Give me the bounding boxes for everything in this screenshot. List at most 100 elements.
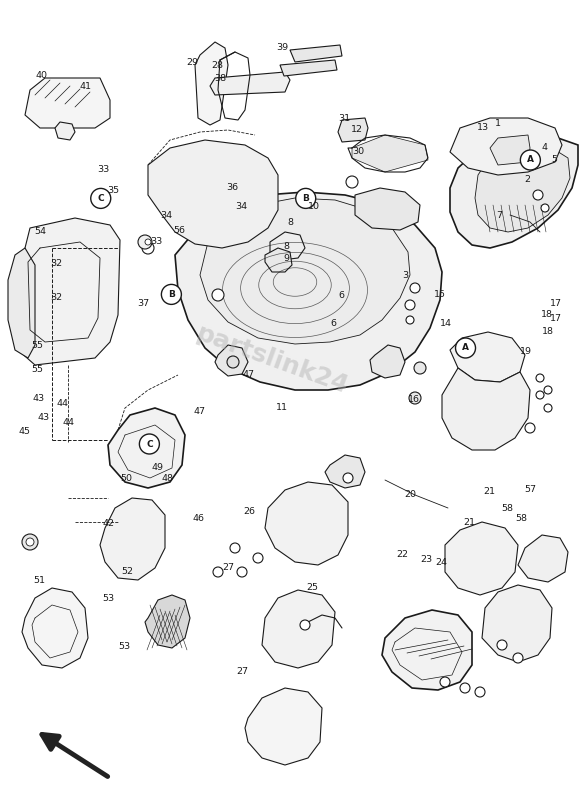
Circle shape [300, 620, 310, 630]
Circle shape [544, 386, 552, 394]
Polygon shape [22, 588, 88, 668]
Text: 21: 21 [463, 518, 475, 527]
Text: 48: 48 [162, 474, 174, 483]
Polygon shape [445, 522, 518, 595]
Text: 22: 22 [396, 550, 408, 559]
Circle shape [513, 653, 523, 663]
Text: 34: 34 [235, 202, 247, 211]
Text: 6: 6 [330, 319, 336, 329]
Text: 41: 41 [80, 82, 91, 91]
Polygon shape [8, 248, 35, 358]
Text: partslink24: partslink24 [193, 322, 351, 398]
Polygon shape [148, 140, 278, 248]
Polygon shape [518, 535, 568, 582]
Circle shape [536, 391, 544, 399]
Circle shape [296, 188, 316, 208]
Text: 42: 42 [103, 519, 115, 529]
Polygon shape [382, 610, 472, 690]
Polygon shape [265, 482, 348, 565]
Text: 40: 40 [36, 71, 47, 81]
Circle shape [26, 538, 34, 546]
Text: 10: 10 [308, 202, 320, 211]
Circle shape [142, 242, 154, 254]
Polygon shape [215, 345, 248, 376]
Text: 31: 31 [338, 114, 350, 123]
Text: 49: 49 [152, 463, 163, 473]
Text: 6: 6 [339, 291, 345, 301]
Circle shape [525, 423, 535, 433]
Text: 52: 52 [122, 567, 133, 577]
Text: 8: 8 [288, 218, 294, 227]
Circle shape [91, 188, 111, 208]
Circle shape [409, 392, 421, 404]
Polygon shape [265, 248, 292, 272]
Circle shape [138, 235, 152, 249]
Polygon shape [245, 688, 322, 765]
Circle shape [440, 677, 450, 687]
Polygon shape [210, 72, 290, 95]
Text: 24: 24 [435, 558, 447, 567]
Circle shape [145, 239, 151, 245]
Text: 47: 47 [193, 407, 205, 417]
Circle shape [227, 356, 239, 368]
Text: 54: 54 [35, 227, 46, 237]
Text: 1: 1 [495, 119, 501, 129]
Text: 28: 28 [211, 61, 223, 70]
Polygon shape [25, 78, 110, 128]
Polygon shape [195, 42, 228, 125]
Circle shape [544, 404, 552, 412]
Circle shape [406, 316, 414, 324]
Polygon shape [175, 192, 442, 390]
Text: 36: 36 [227, 183, 239, 193]
Text: 44: 44 [63, 418, 74, 427]
Circle shape [405, 300, 415, 310]
Polygon shape [325, 455, 365, 488]
Text: 44: 44 [57, 399, 68, 409]
Circle shape [460, 683, 470, 693]
Text: 37: 37 [138, 299, 149, 309]
Circle shape [414, 362, 426, 374]
Text: 15: 15 [434, 290, 446, 299]
Polygon shape [490, 135, 530, 165]
Text: 32: 32 [51, 259, 63, 269]
Circle shape [140, 434, 159, 454]
Text: 50: 50 [120, 474, 132, 483]
Polygon shape [100, 498, 165, 580]
Circle shape [475, 687, 485, 697]
Polygon shape [352, 135, 428, 172]
Text: 55: 55 [31, 365, 43, 374]
Text: 21: 21 [483, 487, 495, 497]
Text: 47: 47 [243, 370, 255, 379]
Text: C: C [146, 439, 153, 449]
Text: 11: 11 [276, 403, 288, 413]
Polygon shape [280, 60, 337, 76]
Text: 7: 7 [496, 211, 502, 221]
Circle shape [230, 543, 240, 553]
Text: A: A [527, 155, 534, 165]
Polygon shape [450, 332, 525, 382]
Polygon shape [450, 138, 578, 248]
Polygon shape [370, 345, 405, 378]
Text: 26: 26 [243, 507, 255, 517]
Circle shape [22, 534, 38, 550]
Text: 58: 58 [515, 514, 527, 523]
Circle shape [456, 338, 475, 358]
Circle shape [533, 190, 543, 200]
Text: 3: 3 [402, 271, 408, 281]
Circle shape [410, 283, 420, 293]
Circle shape [162, 284, 181, 304]
Text: 4: 4 [541, 143, 547, 153]
Polygon shape [475, 148, 570, 232]
Text: 33: 33 [97, 165, 109, 174]
Polygon shape [262, 590, 335, 668]
Circle shape [346, 176, 358, 188]
Text: 30: 30 [352, 147, 364, 157]
Text: 53: 53 [119, 642, 130, 651]
Polygon shape [270, 232, 305, 260]
Polygon shape [442, 368, 530, 450]
Text: C: C [97, 194, 104, 203]
Text: B: B [168, 290, 175, 299]
Text: 33: 33 [150, 237, 163, 246]
Text: 46: 46 [192, 514, 204, 523]
Text: 43: 43 [38, 413, 49, 422]
